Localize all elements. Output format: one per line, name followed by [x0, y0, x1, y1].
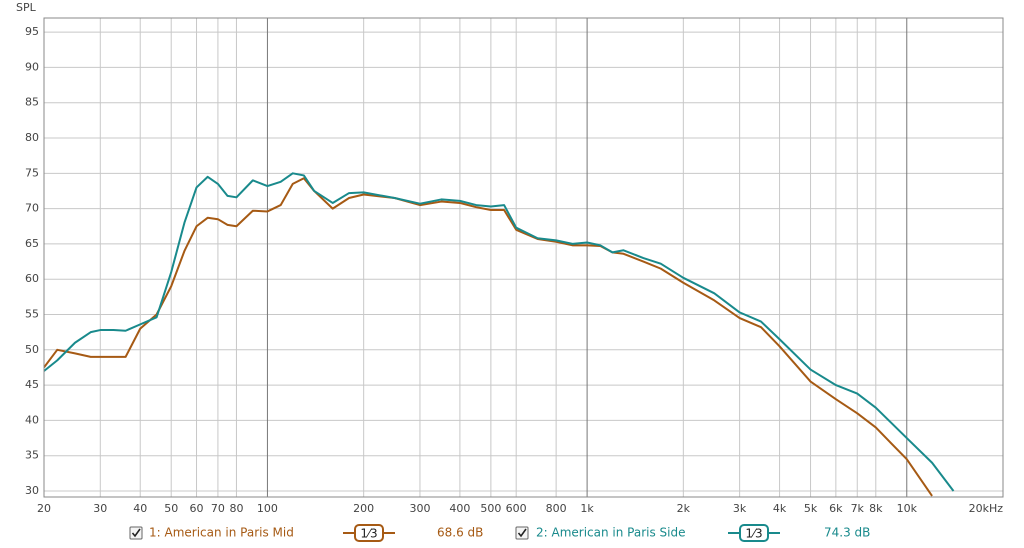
x-tick-label: 2k [677, 502, 691, 515]
x-tick-label: 80 [229, 502, 243, 515]
x-tick-label: 50 [164, 502, 178, 515]
y-tick-label: 85 [25, 96, 39, 109]
x-tick-label: 5k [804, 502, 818, 515]
smoothing-label: 1⁄3 [745, 527, 762, 541]
y-tick-label: 70 [25, 202, 39, 215]
x-tick-label: 8k [869, 502, 883, 515]
level-label: 74.3 dB [824, 526, 870, 540]
legend-checkbox[interactable] [129, 526, 143, 540]
x-tick-label: 100 [257, 502, 278, 515]
y-tick-label: 50 [25, 343, 39, 356]
y-tick-label: 30 [25, 484, 39, 497]
y-tick-label: 75 [25, 166, 39, 179]
y-axis-label: SPL [16, 1, 37, 14]
y-tick-label: 90 [25, 60, 39, 73]
legend-checkbox[interactable] [515, 526, 529, 540]
checkmark [131, 528, 141, 538]
x-tick-label: 300 [409, 502, 430, 515]
series-line [44, 172, 955, 492]
x-tick-label: 30 [93, 502, 107, 515]
y-tick-label: 80 [25, 131, 39, 144]
y-tick-label: 40 [25, 413, 39, 426]
y-tick-label: 35 [25, 449, 39, 462]
smoothing-label: 1⁄3 [360, 527, 377, 541]
checkmark [517, 528, 527, 538]
x-tick-label: 7k [851, 502, 865, 515]
x-tick-label: 500 [480, 502, 501, 515]
y-tick-label: 45 [25, 378, 39, 391]
plot-border [43, 17, 1004, 498]
y-tick-label: 65 [25, 237, 39, 250]
plot-area [44, 18, 1003, 497]
legend-label: 1: American in Paris Mid [149, 526, 294, 540]
x-tick-label: 20 [37, 502, 51, 515]
x-tick-label: 70 [211, 502, 225, 515]
x-tick-label: 40 [133, 502, 147, 515]
x-tick-label: 600 [506, 502, 527, 515]
y-tick-label: 60 [25, 272, 39, 285]
x-tick-label: 200 [353, 502, 374, 515]
x-tick-label: 6k [829, 502, 843, 515]
legend-label: 2: American in Paris Side [536, 526, 686, 540]
x-tick-label: 800 [546, 502, 567, 515]
x-tick-label: 4k [773, 502, 787, 515]
series-line [44, 177, 933, 497]
level-label: 68.6 dB [437, 526, 483, 540]
x-tick-label: 1k [580, 502, 594, 515]
x-tick-label: 20kHz [969, 502, 1004, 515]
smoothing-box[interactable] [354, 524, 384, 542]
x-tick-label: 60 [190, 502, 204, 515]
x-tick-label: 10k [897, 502, 918, 515]
x-tick-label: 400 [449, 502, 470, 515]
y-tick-label: 95 [25, 25, 39, 38]
y-tick-label: 55 [25, 308, 39, 321]
smoothing-box[interactable] [739, 524, 769, 542]
x-tick-label: 3k [733, 502, 747, 515]
